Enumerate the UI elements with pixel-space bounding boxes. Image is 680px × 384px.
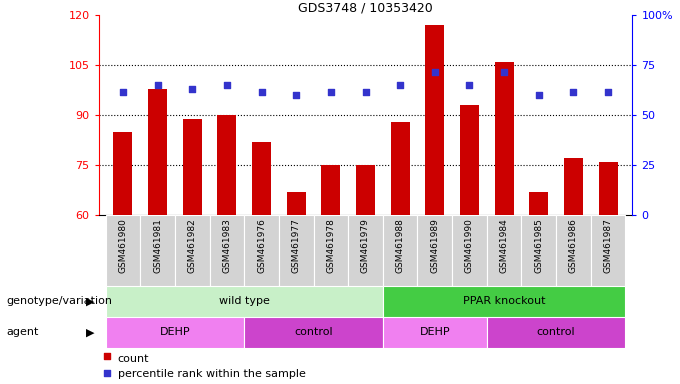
Bar bbox=[148, 89, 167, 215]
Bar bbox=[209, 215, 244, 286]
Point bbox=[118, 89, 129, 95]
Point bbox=[152, 82, 163, 88]
Text: GSM461987: GSM461987 bbox=[604, 218, 613, 273]
Text: percentile rank within the sample: percentile rank within the sample bbox=[118, 369, 305, 379]
Text: DEHP: DEHP bbox=[420, 327, 450, 337]
Title: GDS3748 / 10353420: GDS3748 / 10353420 bbox=[298, 1, 433, 14]
Text: ▶: ▶ bbox=[86, 296, 94, 306]
Point bbox=[291, 92, 302, 98]
Bar bbox=[425, 25, 444, 215]
Point bbox=[429, 69, 440, 75]
Bar bbox=[140, 215, 175, 286]
Point bbox=[248, 126, 259, 132]
Text: GSM461979: GSM461979 bbox=[361, 218, 370, 273]
Bar bbox=[175, 215, 209, 286]
Bar bbox=[556, 215, 591, 286]
Bar bbox=[487, 317, 626, 348]
Text: control: control bbox=[294, 327, 333, 337]
Text: PPAR knockout: PPAR knockout bbox=[463, 296, 545, 306]
Text: GSM461982: GSM461982 bbox=[188, 218, 197, 273]
Text: agent: agent bbox=[7, 327, 39, 337]
Bar bbox=[598, 162, 617, 215]
Point bbox=[464, 82, 475, 88]
Text: GSM461984: GSM461984 bbox=[500, 218, 509, 273]
Text: GSM461981: GSM461981 bbox=[153, 218, 162, 273]
Text: GSM461983: GSM461983 bbox=[222, 218, 231, 273]
Point bbox=[326, 89, 337, 95]
Text: ▶: ▶ bbox=[86, 327, 94, 337]
Text: genotype/variation: genotype/variation bbox=[7, 296, 113, 306]
Text: GSM461988: GSM461988 bbox=[396, 218, 405, 273]
Bar bbox=[460, 105, 479, 215]
Text: GSM461990: GSM461990 bbox=[465, 218, 474, 273]
Text: GSM461978: GSM461978 bbox=[326, 218, 335, 273]
Bar bbox=[252, 142, 271, 215]
Bar bbox=[390, 122, 409, 215]
Bar bbox=[244, 317, 383, 348]
Point bbox=[602, 89, 613, 95]
Bar bbox=[313, 215, 348, 286]
Point bbox=[187, 86, 198, 92]
Bar bbox=[591, 215, 626, 286]
Bar bbox=[348, 215, 383, 286]
Text: GSM461977: GSM461977 bbox=[292, 218, 301, 273]
Bar bbox=[494, 62, 513, 215]
Bar bbox=[105, 286, 383, 317]
Bar bbox=[244, 215, 279, 286]
Text: control: control bbox=[537, 327, 575, 337]
Text: GSM461986: GSM461986 bbox=[569, 218, 578, 273]
Bar bbox=[356, 165, 375, 215]
Point bbox=[394, 82, 405, 88]
Point bbox=[222, 82, 233, 88]
Text: GSM461985: GSM461985 bbox=[534, 218, 543, 273]
Bar bbox=[287, 192, 306, 215]
Text: wild type: wild type bbox=[219, 296, 269, 306]
Bar bbox=[183, 119, 202, 215]
Bar bbox=[452, 215, 487, 286]
Point bbox=[568, 89, 579, 95]
Bar bbox=[218, 115, 237, 215]
Bar bbox=[418, 215, 452, 286]
Bar bbox=[564, 159, 583, 215]
Bar bbox=[383, 215, 418, 286]
Point bbox=[256, 89, 267, 95]
Bar bbox=[322, 165, 341, 215]
Point bbox=[248, 283, 259, 289]
Text: GSM461976: GSM461976 bbox=[257, 218, 266, 273]
Bar bbox=[487, 215, 522, 286]
Bar bbox=[529, 192, 548, 215]
Text: count: count bbox=[118, 354, 149, 364]
Bar bbox=[114, 132, 133, 215]
Point bbox=[498, 69, 509, 75]
Bar bbox=[105, 215, 140, 286]
Bar bbox=[279, 215, 313, 286]
Bar bbox=[383, 317, 487, 348]
Bar bbox=[383, 286, 626, 317]
Bar bbox=[522, 215, 556, 286]
Text: DEHP: DEHP bbox=[160, 327, 190, 337]
Point bbox=[533, 92, 544, 98]
Text: GSM461989: GSM461989 bbox=[430, 218, 439, 273]
Bar bbox=[105, 317, 244, 348]
Point bbox=[360, 89, 371, 95]
Text: GSM461980: GSM461980 bbox=[118, 218, 127, 273]
